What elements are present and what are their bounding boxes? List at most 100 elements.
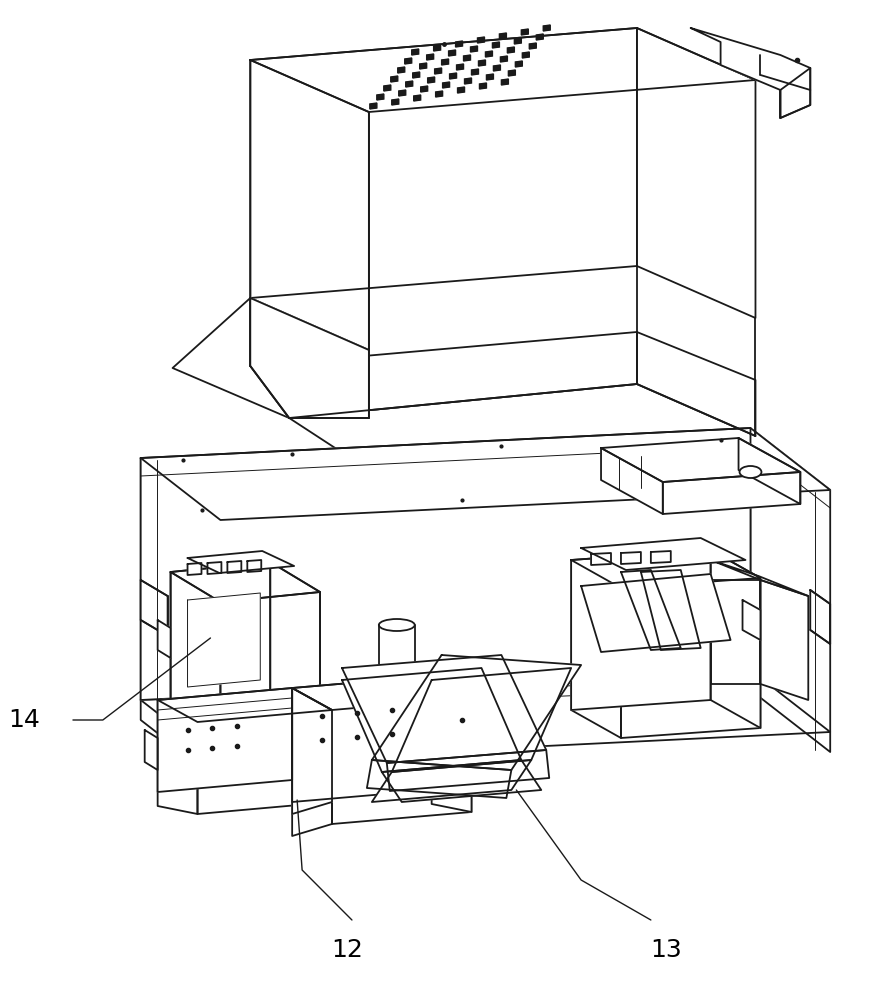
Polygon shape — [391, 76, 397, 82]
Polygon shape — [144, 730, 158, 770]
Polygon shape — [448, 50, 455, 56]
Polygon shape — [405, 81, 412, 87]
Polygon shape — [173, 298, 369, 418]
Polygon shape — [392, 99, 399, 105]
Polygon shape — [499, 33, 506, 39]
Polygon shape — [207, 562, 222, 574]
Polygon shape — [250, 298, 369, 418]
Polygon shape — [158, 620, 170, 658]
Polygon shape — [636, 28, 755, 318]
Polygon shape — [456, 64, 463, 70]
Polygon shape — [471, 69, 478, 75]
Polygon shape — [412, 72, 419, 78]
Polygon shape — [470, 46, 477, 52]
Polygon shape — [492, 42, 499, 48]
Polygon shape — [479, 83, 486, 89]
Polygon shape — [404, 58, 411, 64]
Polygon shape — [250, 60, 369, 350]
Polygon shape — [270, 562, 320, 730]
Polygon shape — [227, 561, 241, 573]
Polygon shape — [384, 85, 391, 91]
Polygon shape — [187, 593, 260, 687]
Polygon shape — [464, 78, 471, 84]
Polygon shape — [141, 458, 220, 782]
Polygon shape — [478, 60, 485, 66]
Polygon shape — [690, 28, 810, 118]
Polygon shape — [141, 428, 829, 520]
Polygon shape — [369, 103, 377, 109]
Polygon shape — [198, 710, 331, 814]
Polygon shape — [580, 538, 744, 570]
Polygon shape — [742, 600, 759, 640]
Polygon shape — [542, 25, 549, 31]
Polygon shape — [710, 560, 807, 596]
Polygon shape — [590, 553, 610, 565]
Polygon shape — [529, 43, 536, 49]
Polygon shape — [580, 574, 730, 652]
Polygon shape — [291, 676, 471, 710]
Polygon shape — [601, 438, 799, 482]
Polygon shape — [521, 29, 528, 35]
Polygon shape — [486, 74, 493, 80]
Polygon shape — [636, 332, 755, 436]
Polygon shape — [442, 82, 449, 88]
Polygon shape — [620, 570, 680, 650]
Polygon shape — [780, 68, 810, 118]
Polygon shape — [141, 428, 750, 700]
Polygon shape — [508, 70, 515, 76]
Polygon shape — [247, 560, 261, 572]
Text: 13: 13 — [649, 938, 681, 962]
Polygon shape — [158, 688, 291, 792]
Polygon shape — [522, 52, 529, 58]
Polygon shape — [371, 760, 531, 802]
Polygon shape — [662, 472, 799, 514]
Polygon shape — [514, 38, 521, 44]
Polygon shape — [641, 570, 700, 650]
Polygon shape — [620, 552, 641, 564]
Polygon shape — [571, 550, 710, 710]
Polygon shape — [431, 676, 471, 812]
Ellipse shape — [739, 466, 760, 478]
Polygon shape — [392, 668, 571, 772]
Polygon shape — [291, 676, 431, 802]
Polygon shape — [158, 680, 700, 714]
Polygon shape — [250, 332, 636, 418]
Polygon shape — [170, 562, 270, 710]
Polygon shape — [507, 47, 514, 53]
Polygon shape — [485, 51, 492, 57]
Polygon shape — [367, 760, 511, 798]
Polygon shape — [455, 41, 462, 47]
Polygon shape — [371, 655, 580, 770]
Text: 12: 12 — [330, 938, 362, 962]
Polygon shape — [399, 90, 405, 96]
Polygon shape — [381, 760, 540, 802]
Ellipse shape — [378, 619, 415, 631]
Polygon shape — [441, 59, 448, 65]
Polygon shape — [477, 37, 484, 43]
Polygon shape — [158, 700, 198, 814]
Polygon shape — [342, 655, 546, 763]
Polygon shape — [411, 49, 418, 55]
Polygon shape — [500, 56, 507, 62]
Polygon shape — [501, 79, 508, 85]
Polygon shape — [289, 384, 755, 470]
Polygon shape — [493, 65, 500, 71]
Polygon shape — [449, 73, 456, 79]
Polygon shape — [457, 87, 464, 93]
Polygon shape — [220, 592, 320, 742]
Polygon shape — [141, 670, 829, 762]
Polygon shape — [397, 67, 404, 73]
Polygon shape — [170, 572, 220, 742]
Polygon shape — [810, 590, 829, 644]
Ellipse shape — [378, 719, 415, 731]
Polygon shape — [419, 63, 426, 69]
Polygon shape — [291, 688, 331, 814]
Polygon shape — [426, 54, 433, 60]
Polygon shape — [141, 580, 167, 636]
Polygon shape — [515, 61, 522, 67]
Polygon shape — [187, 551, 294, 573]
Polygon shape — [759, 580, 807, 700]
Polygon shape — [377, 94, 384, 100]
Polygon shape — [434, 68, 441, 74]
Polygon shape — [427, 77, 434, 83]
